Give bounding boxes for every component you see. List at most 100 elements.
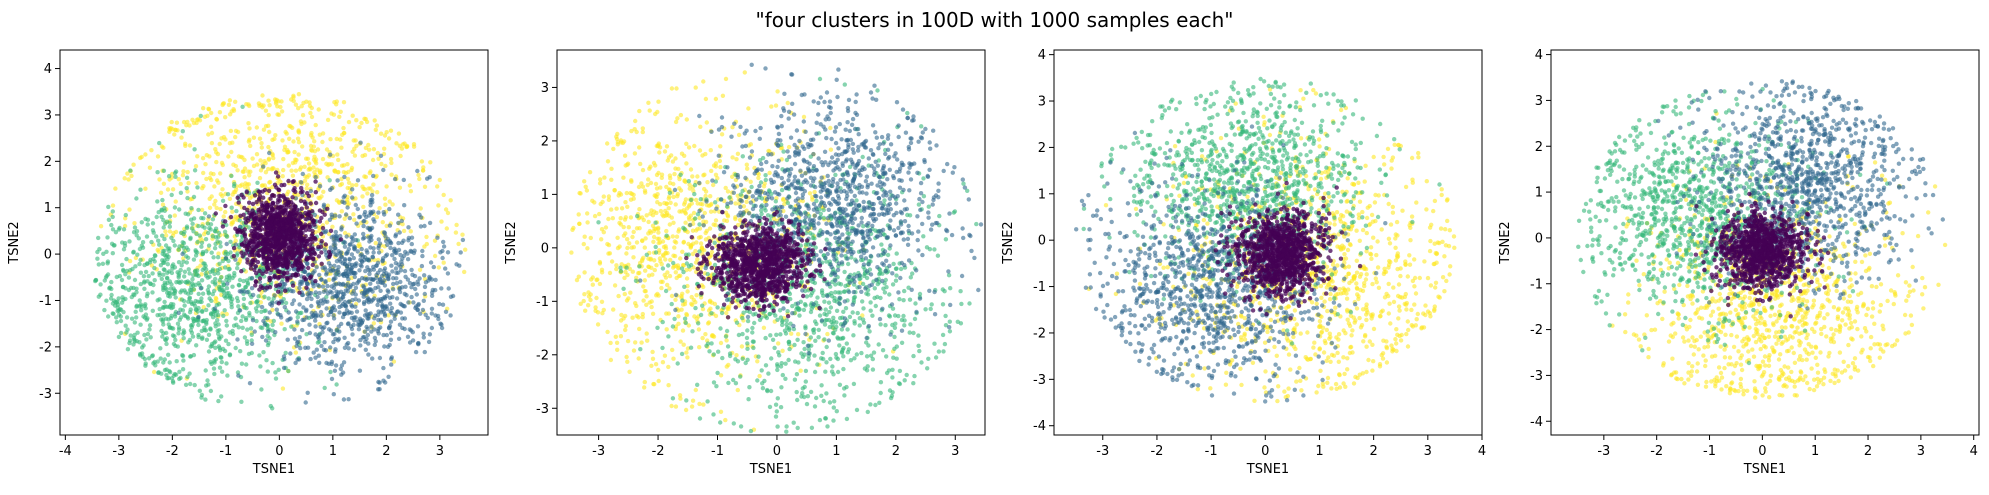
scatter-point xyxy=(155,170,160,175)
scatter-point xyxy=(394,296,400,301)
scatter-point xyxy=(297,228,302,233)
scatter-point xyxy=(191,216,197,221)
scatter-point xyxy=(618,334,624,339)
scatter-point xyxy=(393,266,399,271)
scatter-point xyxy=(283,300,289,306)
scatter-point xyxy=(724,310,729,316)
scatter-point xyxy=(446,286,451,291)
scatter-point xyxy=(252,193,258,198)
scatter-point xyxy=(264,236,269,241)
scatter-point xyxy=(644,302,649,307)
y-tick-label: 0 xyxy=(44,248,52,263)
scatter-point xyxy=(313,318,318,323)
scatter-point xyxy=(274,307,279,312)
scatter-point xyxy=(734,157,739,162)
scatter-point xyxy=(324,147,330,152)
scatter-point xyxy=(309,291,314,296)
scatter-point xyxy=(337,114,342,120)
scatter-point xyxy=(409,241,414,247)
scatter-point xyxy=(209,140,215,146)
scatter-point xyxy=(332,263,337,268)
scatter-point xyxy=(157,140,162,146)
x-tick-label: -4 xyxy=(59,444,72,459)
scatter-point xyxy=(286,368,291,374)
scatter-point xyxy=(290,160,296,166)
scatter-point xyxy=(297,167,303,172)
scatter-point xyxy=(127,258,133,264)
scatter-point xyxy=(640,238,645,243)
scatter-point xyxy=(678,112,684,118)
scatter-point xyxy=(703,237,709,242)
scatter-point xyxy=(385,242,390,248)
scatter-point xyxy=(630,234,635,240)
scatter-point xyxy=(304,332,309,337)
scatter-point xyxy=(264,225,270,231)
scatter-point xyxy=(347,256,352,262)
scatter-point xyxy=(297,255,302,260)
scatter-point xyxy=(756,175,761,181)
scatter-point xyxy=(169,282,174,287)
scatter-point xyxy=(253,264,258,269)
scatter-point xyxy=(188,354,194,359)
scatter-point xyxy=(365,316,370,321)
scatter-point xyxy=(654,263,659,268)
scatter-point xyxy=(267,150,272,156)
scatter-point xyxy=(343,212,349,217)
scatter-point xyxy=(761,325,767,330)
scatter-point xyxy=(185,255,191,260)
scatter-point xyxy=(302,241,307,246)
scatter-point xyxy=(332,307,338,313)
scatter-point xyxy=(576,212,581,217)
scatter-point xyxy=(298,190,304,195)
scatter-point xyxy=(257,240,262,246)
scatter-point xyxy=(329,376,335,382)
scatter-point xyxy=(109,279,114,285)
scatter-point xyxy=(157,312,163,318)
scatter-point xyxy=(298,239,304,244)
scatter-point xyxy=(648,257,653,262)
scatter-point xyxy=(123,212,128,218)
scatter-point xyxy=(807,191,813,196)
scatter-point xyxy=(193,248,198,253)
scatter-point xyxy=(282,327,287,332)
scatter-point xyxy=(313,122,318,128)
scatter-point xyxy=(204,307,209,313)
scatter-point xyxy=(664,311,669,316)
scatter-point xyxy=(155,199,160,204)
scatter-point xyxy=(683,407,689,413)
scatter-point xyxy=(162,208,167,213)
scatter-point xyxy=(389,362,394,367)
scatter-point xyxy=(363,347,368,352)
scatter-point xyxy=(110,214,115,220)
scatter-point xyxy=(662,353,668,358)
scatter-point xyxy=(361,223,366,229)
scatter-point xyxy=(235,229,240,235)
scatter-point xyxy=(346,346,351,351)
scatter-point xyxy=(213,226,219,231)
scatter-point xyxy=(245,290,250,295)
scatter-point xyxy=(233,128,239,134)
scatter-point xyxy=(272,274,278,280)
scatter-point xyxy=(185,169,190,175)
scatter-point xyxy=(235,266,240,271)
scatter-point xyxy=(326,261,332,266)
scatter-point xyxy=(318,309,324,315)
scatter-point xyxy=(402,268,408,274)
scatter-point xyxy=(427,175,432,180)
scatter-point xyxy=(323,348,329,353)
scatter-point xyxy=(236,325,241,330)
scatter-point xyxy=(253,283,258,288)
scatter-point xyxy=(366,213,372,218)
scatter-point xyxy=(276,367,281,372)
scatter-point xyxy=(239,361,245,366)
scatter-point xyxy=(342,256,348,262)
y-tick-label: -3 xyxy=(39,387,52,402)
scatter-point xyxy=(255,250,260,256)
scatter-point xyxy=(194,231,199,237)
scatter-point xyxy=(709,201,714,207)
scatter-point xyxy=(654,186,660,191)
scatter-point xyxy=(284,257,289,262)
scatter-point xyxy=(227,141,233,146)
scatter-point xyxy=(286,253,291,258)
scatter-point xyxy=(690,174,695,179)
